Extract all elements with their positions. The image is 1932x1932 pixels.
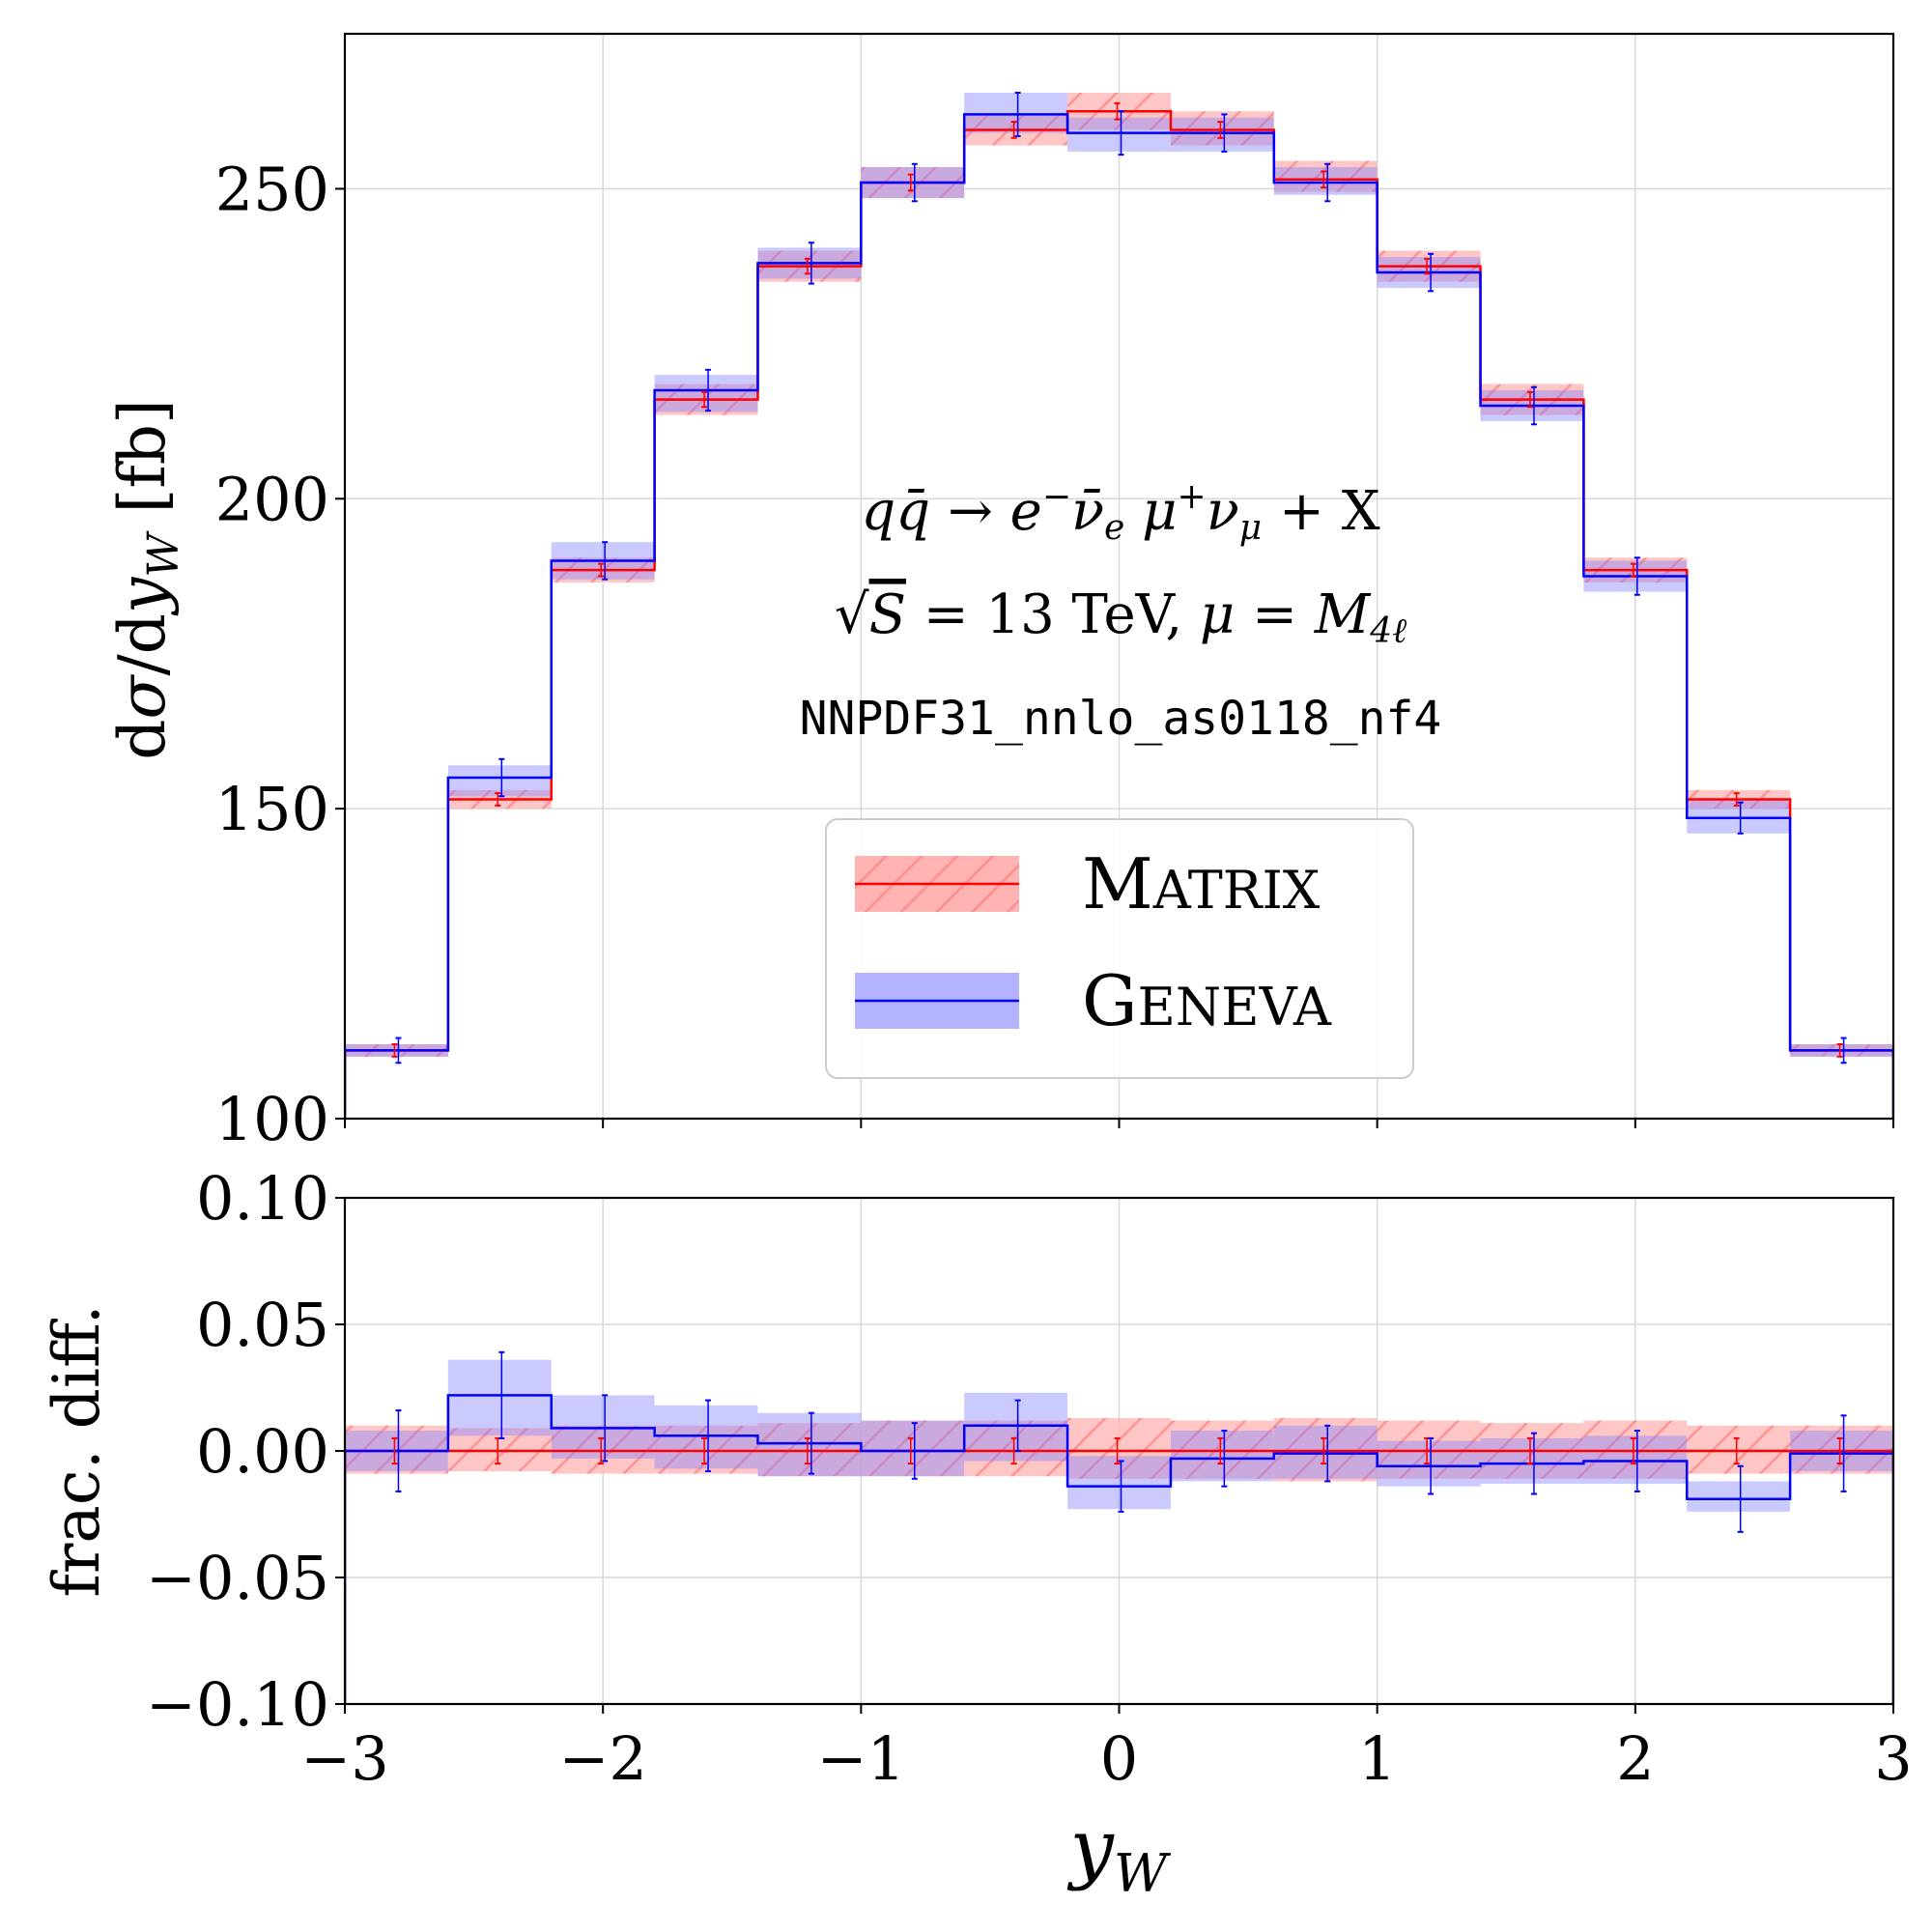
main-geneva-line	[345, 113, 1893, 1119]
legend-entry-matrix: MATRIX	[855, 843, 1321, 924]
ratio-ytick-label-4: 0.10	[196, 1163, 329, 1234]
ratio-matrix-hatch-7	[1067, 1417, 1171, 1479]
ratio-matrix-hatch-5	[861, 1420, 965, 1477]
main-y-axis-label: dσ/dyW [fb]	[105, 399, 188, 760]
energy-annotation: √S = 13 TeV, μ = M4ℓ	[835, 583, 1406, 651]
ratio-matrix-hatch-9	[1273, 1417, 1378, 1482]
ratio-matrix-hatch-0	[345, 1425, 448, 1474]
legend: MATRIX GENEVA	[825, 818, 1414, 1079]
ratio-ytick-label-0: −0.10	[146, 1669, 329, 1740]
ratio-geneva-band-3	[654, 1405, 758, 1469]
ratio-geneva-band-13	[1687, 1481, 1791, 1512]
xtick-label-2: −1	[817, 1723, 905, 1794]
ratio-ytick-label-2: 0.00	[196, 1416, 329, 1487]
main-matrix-hatch-8	[1170, 111, 1274, 146]
ratio-geneva-band-9	[1273, 1425, 1378, 1479]
main-ytick-label-3: 250	[215, 154, 329, 224]
ratio-matrix-line	[345, 1449, 1893, 1704]
xtick-label-3: 0	[1100, 1723, 1138, 1794]
xtick-label-1: −2	[558, 1723, 646, 1794]
ratio-matrix-hatch-14	[1790, 1425, 1893, 1474]
ratio-geneva-band-11	[1480, 1437, 1584, 1485]
ratio-geneva-line	[345, 1394, 1893, 1704]
process-annotation: qq̄ → e−ν̄e μ+νμ + X	[861, 477, 1379, 548]
ratio-geneva-band-5	[861, 1420, 965, 1477]
ratio-bands	[345, 1359, 1893, 1512]
ratio-lines	[345, 1394, 1893, 1704]
ratio-y-axis-label: frac. diff.	[40, 1304, 114, 1597]
x-axis-label: yW	[1067, 1803, 1172, 1904]
ratio-geneva-band-6	[964, 1392, 1068, 1462]
xtick-label-0: −3	[300, 1723, 388, 1794]
ratio-ytick-label-1: −0.05	[146, 1543, 329, 1613]
pdf-annotation: NNPDF31_nnlo_as0118_nf4	[800, 692, 1442, 746]
ratio-matrix-hatch-2	[551, 1425, 655, 1474]
ratio-matrix-hatch-10	[1377, 1420, 1481, 1479]
main-panel: 100 150 200 250 dσ/dyW [fb] qq̄ → e−ν̄e μ+ν…	[105, 32, 1895, 1154]
main-error-bars	[391, 91, 1847, 1065]
xtick-label-6: 3	[1874, 1723, 1912, 1794]
legend-geneva-label: GENEVA	[1082, 960, 1332, 1041]
legend-matrix-label: MATRIX	[1082, 843, 1321, 924]
legend-entry-geneva: GENEVA	[855, 960, 1332, 1041]
main-geneva-band-6	[964, 92, 1068, 133]
main-ticks: 100 150 200 250	[215, 154, 1894, 1154]
ratio-matrix-hatch-4	[757, 1423, 862, 1477]
ratio-matrix-hatch-6	[964, 1420, 1068, 1477]
main-geneva-band-13	[1687, 799, 1791, 834]
ratio-ytick-label-3: 0.05	[196, 1290, 329, 1360]
xtick-label-5: 2	[1616, 1723, 1654, 1794]
main-ytick-label-0: 100	[215, 1084, 329, 1154]
main-ytick-label-2: 200	[215, 464, 329, 534]
xtick-label-4: 1	[1358, 1723, 1396, 1794]
ratio-geneva-band-1	[447, 1359, 552, 1436]
main-geneva-band-3	[654, 374, 758, 412]
ratio-geneva-band-12	[1583, 1435, 1688, 1485]
main-geneva-band-1	[447, 765, 552, 797]
ratio-geneva-band-7	[1067, 1456, 1171, 1510]
ratio-geneva-band-2	[551, 1395, 655, 1459]
ratio-geneva-band-4	[757, 1412, 862, 1477]
main-geneva-band-7	[1067, 117, 1171, 152]
ratio-error-bars	[391, 1350, 1847, 1533]
ratio-panel: −0.10 −0.05 0.00 0.05 0.10 −3 −2 −1 0 1 2 3 frac. d…	[40, 1163, 1913, 1904]
main-geneva-band-8	[1170, 117, 1274, 152]
ratio-ticks: −0.10 −0.05 0.00 0.05 0.10 −3 −2 −1 0 1 2 3	[146, 1163, 1913, 1794]
main-ytick-label-1: 150	[215, 774, 329, 844]
ratio-matrix-hatch-3	[654, 1425, 758, 1474]
